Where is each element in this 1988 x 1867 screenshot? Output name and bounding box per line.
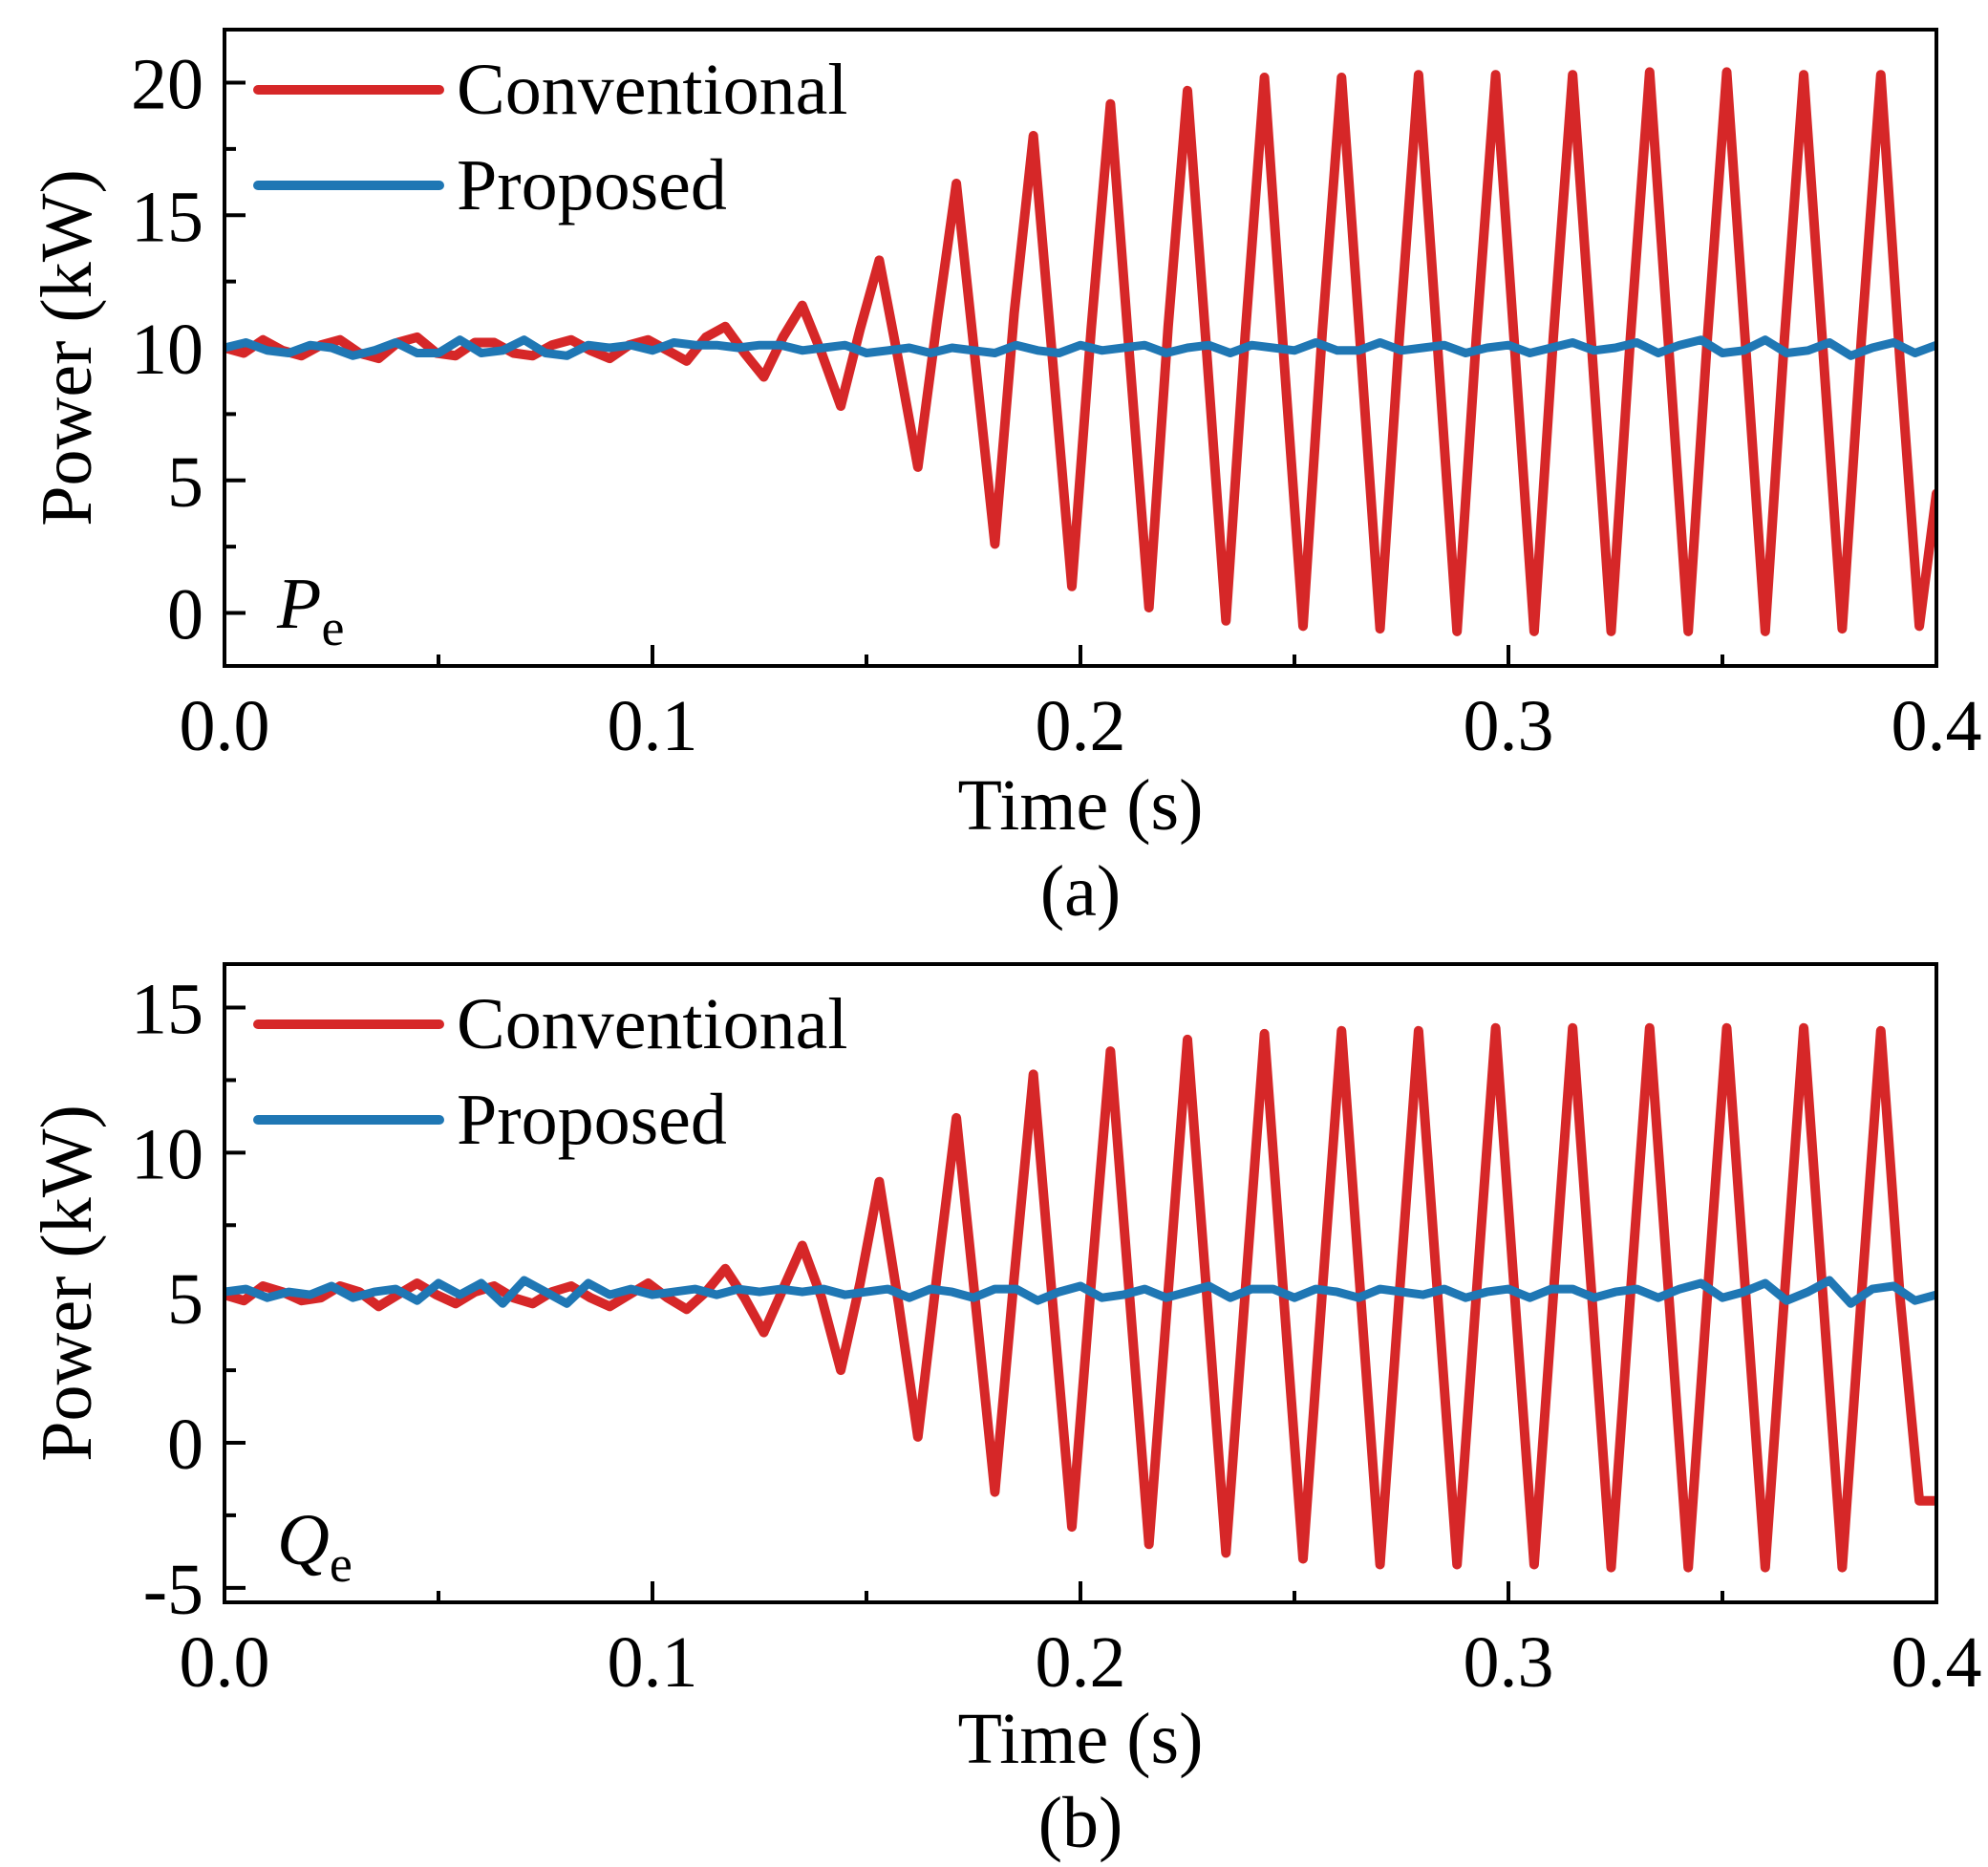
y-tick-label: 10 — [131, 1114, 203, 1194]
y-tick-label: -5 — [143, 1550, 203, 1630]
legend-label-proposed: Proposed — [457, 145, 727, 225]
y-tick-label: 15 — [131, 177, 203, 257]
signal-subscript: e — [321, 599, 344, 656]
series-line-proposed — [224, 335, 1936, 360]
x-tick-label: 0.2 — [1036, 686, 1126, 766]
y-tick-label: 5 — [167, 442, 203, 523]
x-axis-label: Time (s) — [958, 765, 1204, 846]
signal-annotation: Pe — [276, 564, 344, 656]
y-tick-label: 0 — [167, 575, 203, 655]
legend-label-conventional: Conventional — [457, 984, 848, 1064]
signal-symbol: P — [276, 564, 321, 644]
y-axis-label: Power (kW) — [27, 1105, 107, 1462]
y-axis-label: Power (kW) — [27, 169, 107, 526]
x-tick-label: 0.2 — [1036, 1622, 1126, 1703]
x-tick-label: 0.3 — [1464, 1622, 1554, 1703]
y-tick-label: 10 — [131, 310, 203, 390]
legend-label-conventional: Conventional — [457, 50, 848, 130]
signal-symbol: Q — [277, 1500, 330, 1580]
series-line-proposed — [224, 1276, 1936, 1308]
x-tick-label: 0.0 — [180, 1622, 270, 1703]
y-tick-label: 15 — [131, 970, 203, 1050]
x-tick-label: 0.0 — [180, 686, 270, 766]
x-tick-label: 0.3 — [1464, 686, 1554, 766]
panel-caption: (b) — [1038, 1783, 1123, 1863]
x-tick-label: 0.4 — [1892, 1622, 1982, 1703]
x-tick-label: 0.1 — [608, 686, 698, 766]
x-tick-label: 0.1 — [608, 1622, 698, 1703]
y-tick-label: 20 — [131, 45, 203, 125]
plot-frame — [223, 28, 1938, 668]
signal-subscript: e — [330, 1535, 353, 1593]
y-tick-label: 0 — [167, 1405, 203, 1485]
plot-frame — [223, 962, 1938, 1604]
panel-caption: (a) — [1040, 851, 1121, 932]
legend-label-proposed: Proposed — [457, 1080, 727, 1160]
panel-b: 0.0 0.1 0.2 0.3 0.4 -5 0 5 10 15 Conventional Propo… — [27, 962, 1982, 1863]
panel-a: 0.0 0.1 0.2 0.3 0.4 0 5 10 15 20 Conventional Propo… — [27, 28, 1982, 932]
y-tick-label: 5 — [167, 1259, 203, 1340]
x-axis-label: Time (s) — [958, 1699, 1204, 1779]
signal-annotation: Qe — [277, 1500, 353, 1593]
x-tick-label: 0.4 — [1892, 686, 1982, 766]
